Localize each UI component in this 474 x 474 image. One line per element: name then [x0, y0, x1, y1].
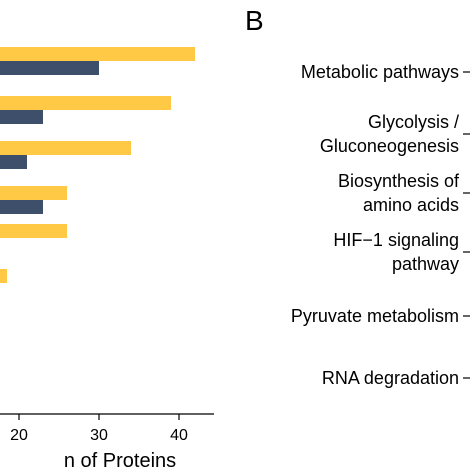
bar-series-b-1	[0, 110, 43, 124]
bar-series-a-4	[0, 224, 67, 238]
x-tick-label-2: 40	[170, 427, 188, 444]
category-label-0-line-0: Metabolic pathways	[301, 62, 459, 82]
category-label-1-line-1: Gluconeogenesis	[320, 136, 459, 156]
bar-series-b-2	[0, 155, 27, 169]
x-tick-label-1: 30	[90, 427, 108, 444]
bar-series-b-0	[0, 61, 99, 75]
bar-series-a-3	[0, 186, 67, 200]
bars-layer	[0, 47, 195, 283]
bar-series-a-0	[0, 47, 195, 61]
x-tick-label-0: 20	[10, 427, 28, 444]
bar-series-a-1	[0, 96, 171, 110]
category-label-3-line-1: pathway	[392, 254, 459, 274]
category-label-2-line-0: Biosynthesis of	[338, 171, 460, 191]
bar-series-a-2	[0, 141, 131, 155]
category-label-1-line-0: Glycolysis /	[368, 112, 459, 132]
right-panel-categories: Metabolic pathways Glycolysis / Gluconeoge…	[291, 62, 470, 388]
bar-series-a-5	[0, 269, 7, 283]
x-ticks: 20 30 40	[10, 414, 188, 444]
category-label-3-line-0: HIF−1 signaling	[333, 230, 459, 250]
bar-series-b-3	[0, 200, 43, 214]
panel-letter-b: B	[245, 5, 264, 36]
category-label-4-line-0: Pyruvate metabolism	[291, 306, 459, 326]
category-label-2-line-1: amino acids	[363, 195, 459, 215]
category-label-5-line-0: RNA degradation	[322, 368, 459, 388]
x-axis-title: n of Proteins	[64, 450, 176, 472]
